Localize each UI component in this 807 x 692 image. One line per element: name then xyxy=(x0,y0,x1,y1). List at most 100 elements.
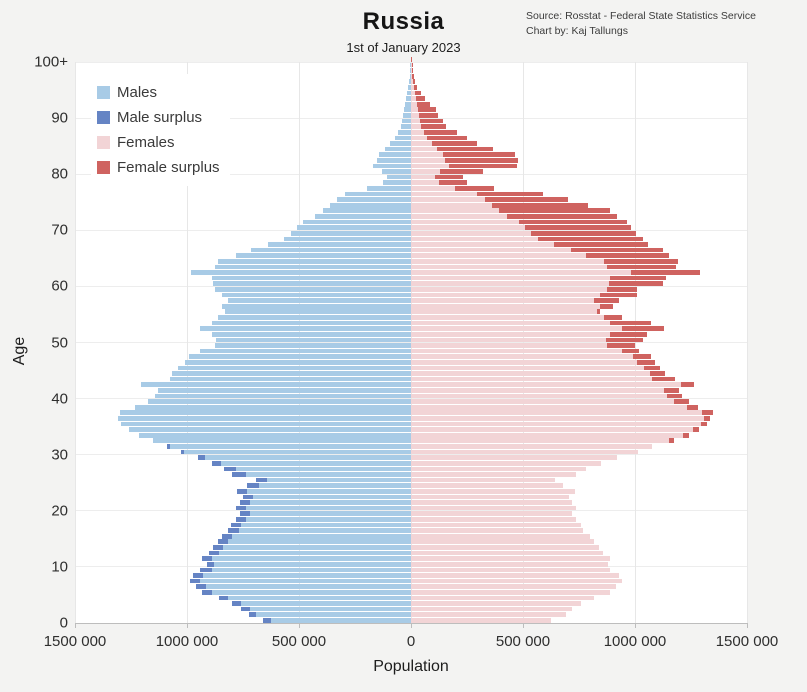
bar-male-age-5 xyxy=(211,589,411,595)
bar-male-age-70 xyxy=(296,225,411,230)
bar-male-age-48 xyxy=(200,348,411,354)
bar-male-surplus-age-29 xyxy=(198,455,205,460)
bar-female-surplus-age-83 xyxy=(443,152,515,158)
bar-female-age-13 xyxy=(411,545,600,550)
bar-male-age-54 xyxy=(218,315,411,320)
bar-male-surplus-age-14 xyxy=(218,539,229,545)
bar-male-surplus-age-25 xyxy=(256,477,267,483)
bar-female-age-91 xyxy=(411,107,418,113)
bar-female-age-52 xyxy=(411,326,622,331)
bar-female-age-41 xyxy=(411,387,665,393)
bar-female-surplus-age-81 xyxy=(449,163,518,169)
bar-male-age-94 xyxy=(406,90,411,96)
bar-male-surplus-age-4 xyxy=(219,595,229,601)
bar-female-age-78 xyxy=(411,180,439,186)
bar-female-age-31 xyxy=(411,444,652,449)
bar-female-age-37 xyxy=(411,410,703,416)
male-surplus-swatch-icon xyxy=(97,111,110,124)
bar-male-age-2 xyxy=(249,606,411,612)
bar-female-age-25 xyxy=(411,477,556,483)
bar-female-surplus-age-93 xyxy=(415,96,425,101)
bar-female-surplus-age-66 xyxy=(571,247,663,253)
bar-female-surplus-age-94 xyxy=(415,90,422,96)
legend-item-male-surplus: Male surplus xyxy=(97,105,220,130)
bar-male-age-9 xyxy=(211,567,411,573)
bar-female-age-18 xyxy=(411,517,576,522)
chart-title: Russia xyxy=(362,8,445,35)
population-gridline xyxy=(634,62,636,623)
bar-female-age-1 xyxy=(411,612,566,618)
population-gridline xyxy=(746,62,748,623)
bar-female-age-23 xyxy=(411,488,575,494)
bar-male-age-16 xyxy=(238,528,411,533)
bar-female-age-5 xyxy=(411,589,611,595)
y-tick-label-20: 20 xyxy=(51,502,68,520)
bar-female-age-30 xyxy=(411,449,639,455)
x-tick-mark xyxy=(187,624,188,628)
bar-male-age-67 xyxy=(267,242,411,247)
y-tick-label-90: 90 xyxy=(51,109,68,127)
bar-female-surplus-age-45 xyxy=(643,365,660,371)
bar-male-surplus-age-2 xyxy=(240,606,250,612)
bar-male-age-15 xyxy=(231,533,411,539)
bar-male-age-72 xyxy=(314,214,411,219)
bar-female-surplus-age-57 xyxy=(593,298,620,303)
y-tick-label-70: 70 xyxy=(51,221,68,239)
bar-female-surplus-age-59 xyxy=(607,287,638,292)
bar-male-age-1 xyxy=(256,612,411,618)
legend-label: Female surplus xyxy=(117,159,220,176)
bar-female-surplus-age-71 xyxy=(518,219,628,225)
bar-male-age-93 xyxy=(406,96,411,101)
bar-male-surplus-age-27 xyxy=(223,466,237,472)
population-gridline xyxy=(522,62,524,623)
bar-female-age-60 xyxy=(411,281,610,287)
bar-female-surplus-age-90 xyxy=(419,113,439,118)
source-line: Source: Rosstat - Federal State Statisti… xyxy=(526,10,756,22)
bar-female-age-56 xyxy=(411,303,601,309)
bar-female-age-84 xyxy=(411,146,437,152)
chart-subtitle: 1st of January 2023 xyxy=(346,40,461,55)
bar-female-age-93 xyxy=(411,96,416,101)
bar-male-age-99 xyxy=(410,62,411,68)
bar-female-surplus-age-47 xyxy=(632,354,651,360)
bar-female-age-75 xyxy=(411,197,485,202)
bar-male-age-59 xyxy=(215,287,411,292)
bar-female-age-53 xyxy=(411,320,611,326)
bar-female-age-49 xyxy=(411,343,607,348)
x-tick-label-4: 500 000 xyxy=(495,633,551,650)
bar-male-age-86 xyxy=(395,135,411,141)
bar-male-age-33 xyxy=(138,432,411,438)
bar-male-age-71 xyxy=(303,219,411,225)
female-surplus-swatch-icon xyxy=(97,161,110,174)
bar-male-age-29 xyxy=(204,455,411,460)
bar-female-surplus-age-91 xyxy=(417,107,437,113)
bar-male-age-92 xyxy=(404,101,411,107)
bar-male-age-98 xyxy=(410,68,411,73)
bar-male-surplus-age-5 xyxy=(201,589,212,595)
bar-female-surplus-age-56 xyxy=(600,303,613,309)
population-gridline xyxy=(186,62,188,623)
bar-female-surplus-age-65 xyxy=(585,253,669,259)
y-tick-label-30: 30 xyxy=(51,446,68,464)
bar-male-age-23 xyxy=(247,488,411,494)
bar-female-age-57 xyxy=(411,298,594,303)
bar-male-age-34 xyxy=(128,427,411,432)
bar-female-age-66 xyxy=(411,247,572,253)
bar-male-age-73 xyxy=(322,208,411,214)
bar-female-surplus-age-34 xyxy=(693,427,699,432)
bar-male-age-90 xyxy=(402,113,411,118)
bar-male-age-89 xyxy=(402,118,411,124)
bar-female-age-45 xyxy=(411,365,644,371)
bar-female-surplus-age-100 xyxy=(411,57,413,62)
bar-female-age-28 xyxy=(411,460,602,466)
bar-female-surplus-age-64 xyxy=(603,258,678,264)
bar-male-surplus-age-22 xyxy=(243,494,254,500)
bar-female-age-38 xyxy=(411,404,687,410)
bar-male-age-79 xyxy=(387,174,411,180)
y-tick-label-10: 10 xyxy=(51,558,68,576)
legend-label: Females xyxy=(117,134,175,151)
plot-area: Males Male surplus Females Female surplus xyxy=(74,57,748,624)
bar-female-surplus-age-72 xyxy=(507,214,618,219)
bar-female-surplus-age-85 xyxy=(432,141,478,146)
bar-female-surplus-age-46 xyxy=(637,359,656,365)
